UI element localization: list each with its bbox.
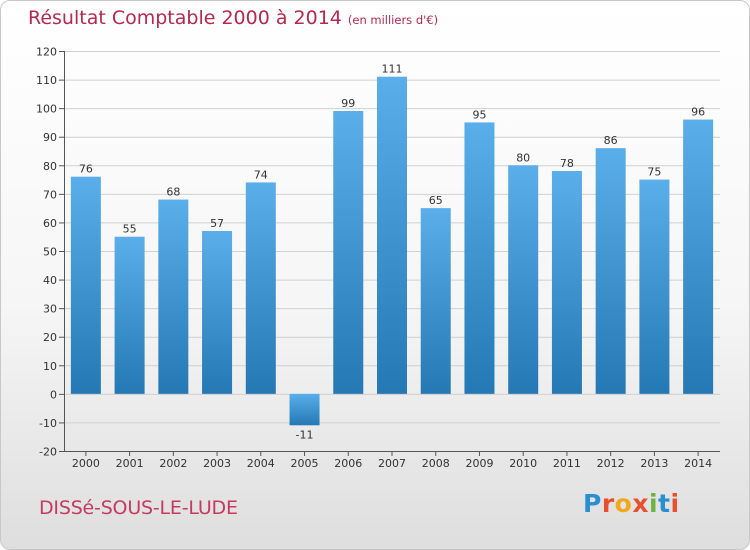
x-tick-label: 2000: [72, 457, 100, 470]
x-tick-label: 2007: [378, 457, 406, 470]
bar-2007: [377, 76, 407, 394]
x-tick-label: 2003: [203, 457, 231, 470]
bar-2002: [158, 199, 189, 394]
data-label: 74: [254, 168, 268, 181]
x-tick-label: 2008: [422, 457, 450, 470]
bar-2006: [333, 111, 364, 394]
y-tick-label: 0: [50, 388, 57, 401]
data-label: 57: [210, 217, 224, 230]
x-tick-label: 2001: [116, 457, 144, 470]
data-label: 99: [341, 97, 355, 110]
data-label: 86: [604, 134, 618, 147]
bar-2001: [114, 236, 145, 394]
y-tick-label: 120: [36, 46, 57, 59]
logo-letter: i: [649, 489, 659, 518]
bar-2011: [551, 171, 582, 394]
x-tick-label: 2004: [247, 457, 275, 470]
logo-letter: o: [614, 489, 633, 518]
bar-2014: [683, 119, 714, 394]
x-tick-label: 2013: [640, 457, 668, 470]
proxiti-logo[interactable]: Proxiti: [583, 489, 680, 523]
bar-2004: [245, 182, 276, 394]
x-tick-label: 2002: [159, 457, 187, 470]
logo-letter: x: [632, 489, 649, 518]
y-tick-label: 50: [43, 246, 57, 259]
x-tick-label: 2012: [597, 457, 625, 470]
x-tick-label: 2011: [553, 457, 581, 470]
x-tick-label: 2010: [509, 457, 537, 470]
data-label: 95: [472, 108, 486, 121]
y-tick-label: 40: [43, 274, 57, 287]
y-tick-label: -10: [39, 417, 57, 430]
y-tick-label: 80: [43, 160, 57, 173]
chart-subtitle: (en milliers d'€): [347, 13, 439, 27]
y-tick-label: 70: [43, 188, 57, 201]
y-tick-label: 30: [43, 303, 57, 316]
logo-letter: t: [658, 489, 671, 518]
logo-letter: i: [670, 489, 680, 518]
chart-title: Résultat Comptable 2000 à 2014 (en millie…: [28, 7, 438, 29]
x-tick-label: 2014: [684, 457, 712, 470]
bar-2005: [289, 393, 320, 426]
x-tick-label: 2005: [291, 457, 319, 470]
data-label: -11: [296, 428, 314, 441]
town-name: DISSé-SOUS-LE-LUDE: [39, 497, 238, 519]
bar-2010: [508, 165, 539, 394]
x-tick-label: 2009: [465, 457, 493, 470]
logo-letter: P: [583, 489, 602, 518]
y-tick-label: 110: [36, 74, 57, 87]
data-label: 80: [516, 151, 530, 164]
y-tick-label: 90: [43, 131, 57, 144]
bar-2008: [420, 208, 451, 394]
bar-2013: [639, 179, 670, 394]
chart-title-text: Résultat Comptable 2000 à 2014: [28, 7, 342, 29]
data-label: 68: [166, 186, 180, 199]
data-label: 96: [691, 106, 705, 119]
y-tick-label: -20: [39, 446, 57, 459]
logo-letter: r: [601, 489, 615, 518]
bar-2012: [595, 148, 626, 394]
x-tick-label: 2006: [334, 457, 362, 470]
data-label: 78: [560, 157, 574, 170]
y-tick-label: 100: [36, 103, 57, 116]
bar-2000: [70, 176, 101, 394]
data-label: 65: [429, 194, 443, 207]
y-tick-label: 60: [43, 217, 57, 230]
y-tick-label: 20: [43, 331, 57, 344]
data-label: 76: [79, 163, 93, 176]
data-label: 75: [647, 166, 661, 179]
bar-2009: [464, 122, 495, 394]
y-tick-label: 10: [43, 360, 57, 373]
bar-2003: [202, 231, 233, 394]
data-label: 111: [382, 63, 403, 76]
data-label: 55: [123, 223, 137, 236]
